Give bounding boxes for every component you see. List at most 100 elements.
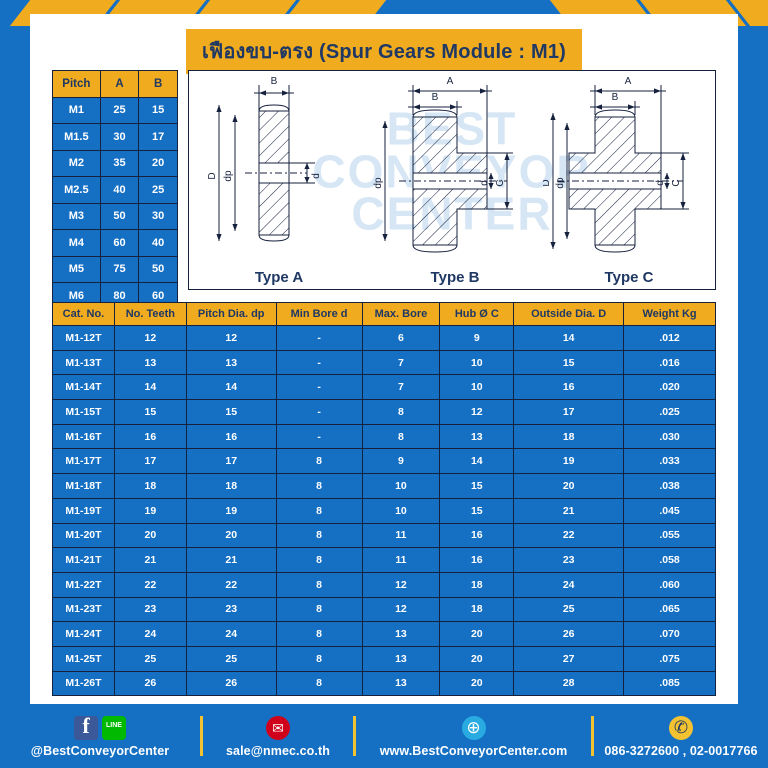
spec-cell: 21 (113, 547, 187, 573)
svg-text:C: C (495, 179, 506, 186)
spec-table-header-row: Cat. No. No. Teeth Pitch Dia. dp Min Bore d… (52, 302, 716, 326)
spec-cell: 16 (513, 374, 625, 401)
spec-header-cell: No. Teeth (113, 302, 187, 326)
footer-social[interactable]: @BestConveyorCenter (0, 713, 200, 758)
spec-cell: 10 (439, 349, 515, 376)
spec-cell: - (275, 349, 363, 376)
spec-cell: M1-16T (52, 423, 115, 450)
spec-cell: 20 (185, 522, 277, 549)
spec-cell: .058 (623, 547, 716, 573)
spec-cell: 28 (513, 670, 625, 697)
spec-cell: M1-12T (52, 325, 115, 351)
spec-cell: .016 (623, 349, 716, 376)
spec-cell: .065 (623, 596, 716, 623)
footer-website-text: www.BestConveyorCenter.com (379, 743, 568, 758)
spec-cell: 24 (113, 621, 187, 647)
spec-cell: .012 (623, 325, 716, 351)
footer-email-text: sale@nmec.co.th (225, 743, 330, 758)
svg-text:d: d (655, 180, 666, 186)
pitch-cell: 30 (138, 202, 178, 230)
footer-email-icons (266, 715, 290, 741)
spec-cell: M1-23T (52, 596, 115, 623)
spec-cell: 19 (113, 497, 187, 524)
spec-cell: 21 (185, 547, 277, 573)
spec-header-cell: Cat. No. (52, 302, 115, 326)
spec-cell: 18 (439, 596, 515, 623)
pitch-cell: 40 (99, 176, 140, 204)
mail-icon[interactable] (266, 715, 290, 740)
spec-cell: 8 (275, 473, 363, 499)
spec-cell: 22 (113, 571, 187, 598)
spec-cell: 12 (361, 596, 441, 623)
footer-social-text: @BestConveyorCenter (30, 743, 170, 758)
spec-header-cell: Max. Bore (361, 302, 441, 326)
pitch-cell: 25 (138, 176, 178, 204)
line-icon[interactable] (102, 715, 126, 740)
table-row: M1-24T 24 24 8 13 20 26.070 (52, 621, 716, 647)
spec-cell: 17 (185, 448, 277, 475)
pitch-table-row: M5 75 50 (52, 255, 178, 283)
gear-diagram-type-a: B D dp d Type A (191, 71, 367, 289)
footer-website[interactable]: www.BestConveyorCenter.com (356, 715, 591, 758)
footer-email[interactable]: sale@nmec.co.th (203, 715, 353, 758)
spec-cell: .075 (623, 645, 716, 672)
spec-cell: 23 (113, 596, 187, 623)
spec-cell: M1-14T (52, 374, 115, 401)
svg-text:D: D (207, 172, 218, 179)
table-row: M1-15T 15 15-8 12 17.025 (52, 399, 716, 425)
gear-diagram-type-b: A B dp C d Type B (367, 71, 543, 289)
footer-divider-2 (353, 716, 356, 756)
pitch-cell: 35 (99, 149, 140, 177)
spec-cell: 8 (275, 571, 363, 598)
spec-cell: .070 (623, 621, 716, 647)
spec-cell: M1-18T (52, 473, 115, 499)
phone-icon[interactable] (669, 715, 693, 740)
table-row: M1-26T 26 26 8 13 20 28.085 (52, 670, 716, 697)
spec-cell: 24 (185, 621, 277, 647)
footer-social-icons (74, 713, 126, 741)
spec-cell: 12 (439, 399, 515, 425)
spec-cell: 17 (113, 448, 187, 475)
svg-text:D: D (543, 179, 552, 186)
spec-cell: - (275, 325, 363, 351)
spec-cell: 10 (361, 497, 441, 524)
footer-phone-icons (669, 715, 693, 741)
spec-cell: 14 (113, 374, 187, 401)
spec-cell: 8 (275, 448, 363, 475)
pitch-cell: M1.5 (52, 123, 101, 151)
spec-cell: 18 (113, 473, 187, 499)
spec-cell: 6 (361, 325, 441, 351)
svg-text:dp: dp (555, 177, 566, 189)
spec-cell: 7 (361, 374, 441, 401)
table-row: M1-12T 12 12-6 9 14.012 (52, 325, 716, 351)
spec-header-cell: Pitch Dia. dp (185, 302, 277, 326)
spec-cell: .060 (623, 571, 716, 598)
pitch-table-row: M1.5 30 17 (52, 123, 178, 151)
spec-cell: .055 (623, 522, 716, 549)
footer-phone[interactable]: 086-3272600 , 02-0017766 (594, 715, 768, 758)
spec-cell: 8 (275, 621, 363, 647)
gear-diagram-label-b: Type B (430, 269, 480, 286)
spec-cell: - (275, 399, 363, 425)
spec-cell: 21 (513, 497, 625, 524)
facebook-icon[interactable] (74, 713, 98, 740)
spec-cell: .085 (623, 670, 716, 697)
spec-cell: 26 (513, 621, 625, 647)
pitch-table-row: M3 50 30 (52, 202, 178, 230)
spec-cell: 12 (185, 325, 277, 351)
spec-cell: 18 (513, 423, 625, 450)
spec-cell: 18 (439, 571, 515, 598)
pitch-cell: M5 (52, 255, 101, 283)
gear-diagram-type-c: A B D dp C d Type C (543, 71, 715, 289)
pitch-table: Pitch A B M1 25 15 M1.5 30 17 M2 35 20 M2.5 40 25 M3… (52, 70, 178, 310)
pitch-cell: M2 (52, 149, 101, 177)
spec-cell: 10 (439, 374, 515, 401)
svg-text:C: C (671, 179, 682, 186)
globe-icon[interactable] (461, 715, 486, 740)
spec-cell: M1-25T (52, 645, 115, 672)
svg-text:A: A (625, 76, 632, 87)
pitch-cell: M1 (52, 96, 101, 124)
table-row: M1-14T 14 14-7 10 16.020 (52, 374, 716, 401)
spec-header-cell: Outside Dia. D (513, 302, 625, 326)
pitch-header-a: A (99, 70, 140, 98)
